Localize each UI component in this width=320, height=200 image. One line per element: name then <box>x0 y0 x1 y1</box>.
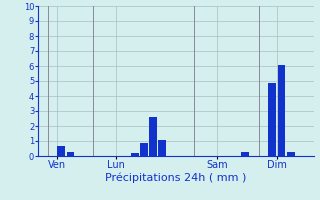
Bar <box>287 152 295 156</box>
X-axis label: Précipitations 24h ( mm ): Précipitations 24h ( mm ) <box>105 173 247 183</box>
Bar <box>149 117 157 156</box>
Bar <box>277 64 285 156</box>
Bar <box>140 143 148 156</box>
Bar <box>57 146 65 156</box>
Bar <box>241 152 249 156</box>
Bar <box>67 152 75 156</box>
Bar <box>268 82 276 156</box>
Bar <box>158 140 166 156</box>
Bar <box>131 153 139 156</box>
